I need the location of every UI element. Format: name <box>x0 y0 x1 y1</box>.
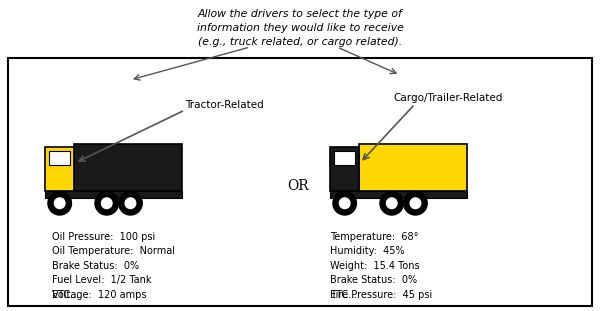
Text: Cargo/Trailer-Related: Cargo/Trailer-Related <box>393 93 502 103</box>
Bar <box>45 192 182 198</box>
Bar <box>334 151 355 165</box>
Circle shape <box>95 192 119 215</box>
Circle shape <box>410 198 421 209</box>
Text: Allow the drivers to select the type of
information they would like to receive
(: Allow the drivers to select the type of … <box>197 9 403 47</box>
Circle shape <box>125 198 136 209</box>
Bar <box>45 147 74 192</box>
Text: Tractor-Related: Tractor-Related <box>185 100 264 110</box>
Text: ETC...: ETC... <box>52 290 79 300</box>
Circle shape <box>333 192 356 215</box>
Bar <box>49 151 70 165</box>
Circle shape <box>380 192 403 215</box>
Circle shape <box>340 198 350 209</box>
Circle shape <box>386 198 397 209</box>
Text: Temperature:  68°
Humidity:  45%
Weight:  15.4 Tons
Brake Status:  0%
Tire Press: Temperature: 68° Humidity: 45% Weight: 1… <box>330 232 432 299</box>
Bar <box>8 58 592 306</box>
Circle shape <box>119 192 142 215</box>
Bar <box>359 144 467 192</box>
Circle shape <box>101 198 112 209</box>
Bar <box>74 144 182 192</box>
Bar <box>330 147 359 192</box>
Text: ETC...: ETC... <box>330 290 357 300</box>
Circle shape <box>55 198 65 209</box>
Bar <box>330 192 467 198</box>
Circle shape <box>48 192 71 215</box>
Circle shape <box>404 192 427 215</box>
Text: Oil Pressure:  100 psi
Oil Temperature:  Normal
Brake Status:  0%
Fuel Level:  1: Oil Pressure: 100 psi Oil Temperature: N… <box>52 232 175 299</box>
Text: OR: OR <box>287 179 309 193</box>
